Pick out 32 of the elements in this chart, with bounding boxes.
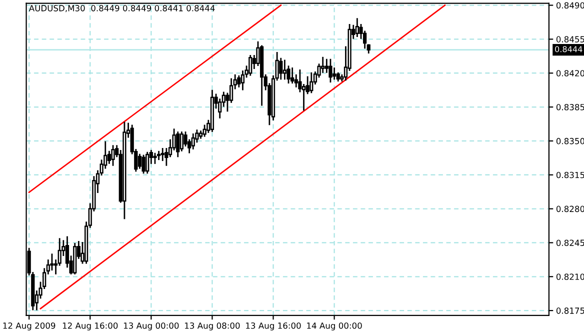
candlestick xyxy=(160,148,164,162)
y-tick-label: 0.8385 xyxy=(556,104,584,110)
candlestick xyxy=(176,132,180,158)
x-tick-label: 12 Aug 16:00 xyxy=(62,322,118,330)
x-tick-label: 13 Aug 08:00 xyxy=(185,322,240,330)
candlestick xyxy=(146,152,150,174)
candlestick xyxy=(279,58,283,80)
chart-title: AUDUSD,M30 0.8449 0.8449 0.8441 0.8444 xyxy=(28,5,215,12)
x-tick-label: 13 Aug 16:00 xyxy=(246,322,301,330)
candlestick xyxy=(156,150,161,160)
candlestick xyxy=(355,18,359,37)
y-tick-label: 0.8315 xyxy=(556,172,584,178)
candlestick xyxy=(332,68,336,80)
candlestick xyxy=(111,145,115,166)
candlestick xyxy=(248,54,252,76)
candlestick xyxy=(50,254,54,271)
y-tick-label: 0.8245 xyxy=(556,240,584,246)
candlestick xyxy=(328,58,332,83)
candlestick xyxy=(321,56,325,73)
candlestick xyxy=(310,72,314,94)
candlestick xyxy=(290,68,294,84)
candlestick xyxy=(191,133,195,150)
x-tick-label: 13 Aug 00:00 xyxy=(124,322,179,330)
candlestick xyxy=(180,132,184,152)
ref-line-label: 0.8444 xyxy=(555,46,582,52)
candlestick xyxy=(153,152,157,164)
candlestick xyxy=(142,154,146,174)
candlestick xyxy=(282,60,287,80)
y-tick-label: 0.8455 xyxy=(556,36,584,42)
x-tick-label: 14 Aug 00:00 xyxy=(307,322,362,330)
y-tick-label: 0.8175 xyxy=(556,308,584,314)
x-tick-label: 12 Aug 2009 xyxy=(3,322,56,330)
